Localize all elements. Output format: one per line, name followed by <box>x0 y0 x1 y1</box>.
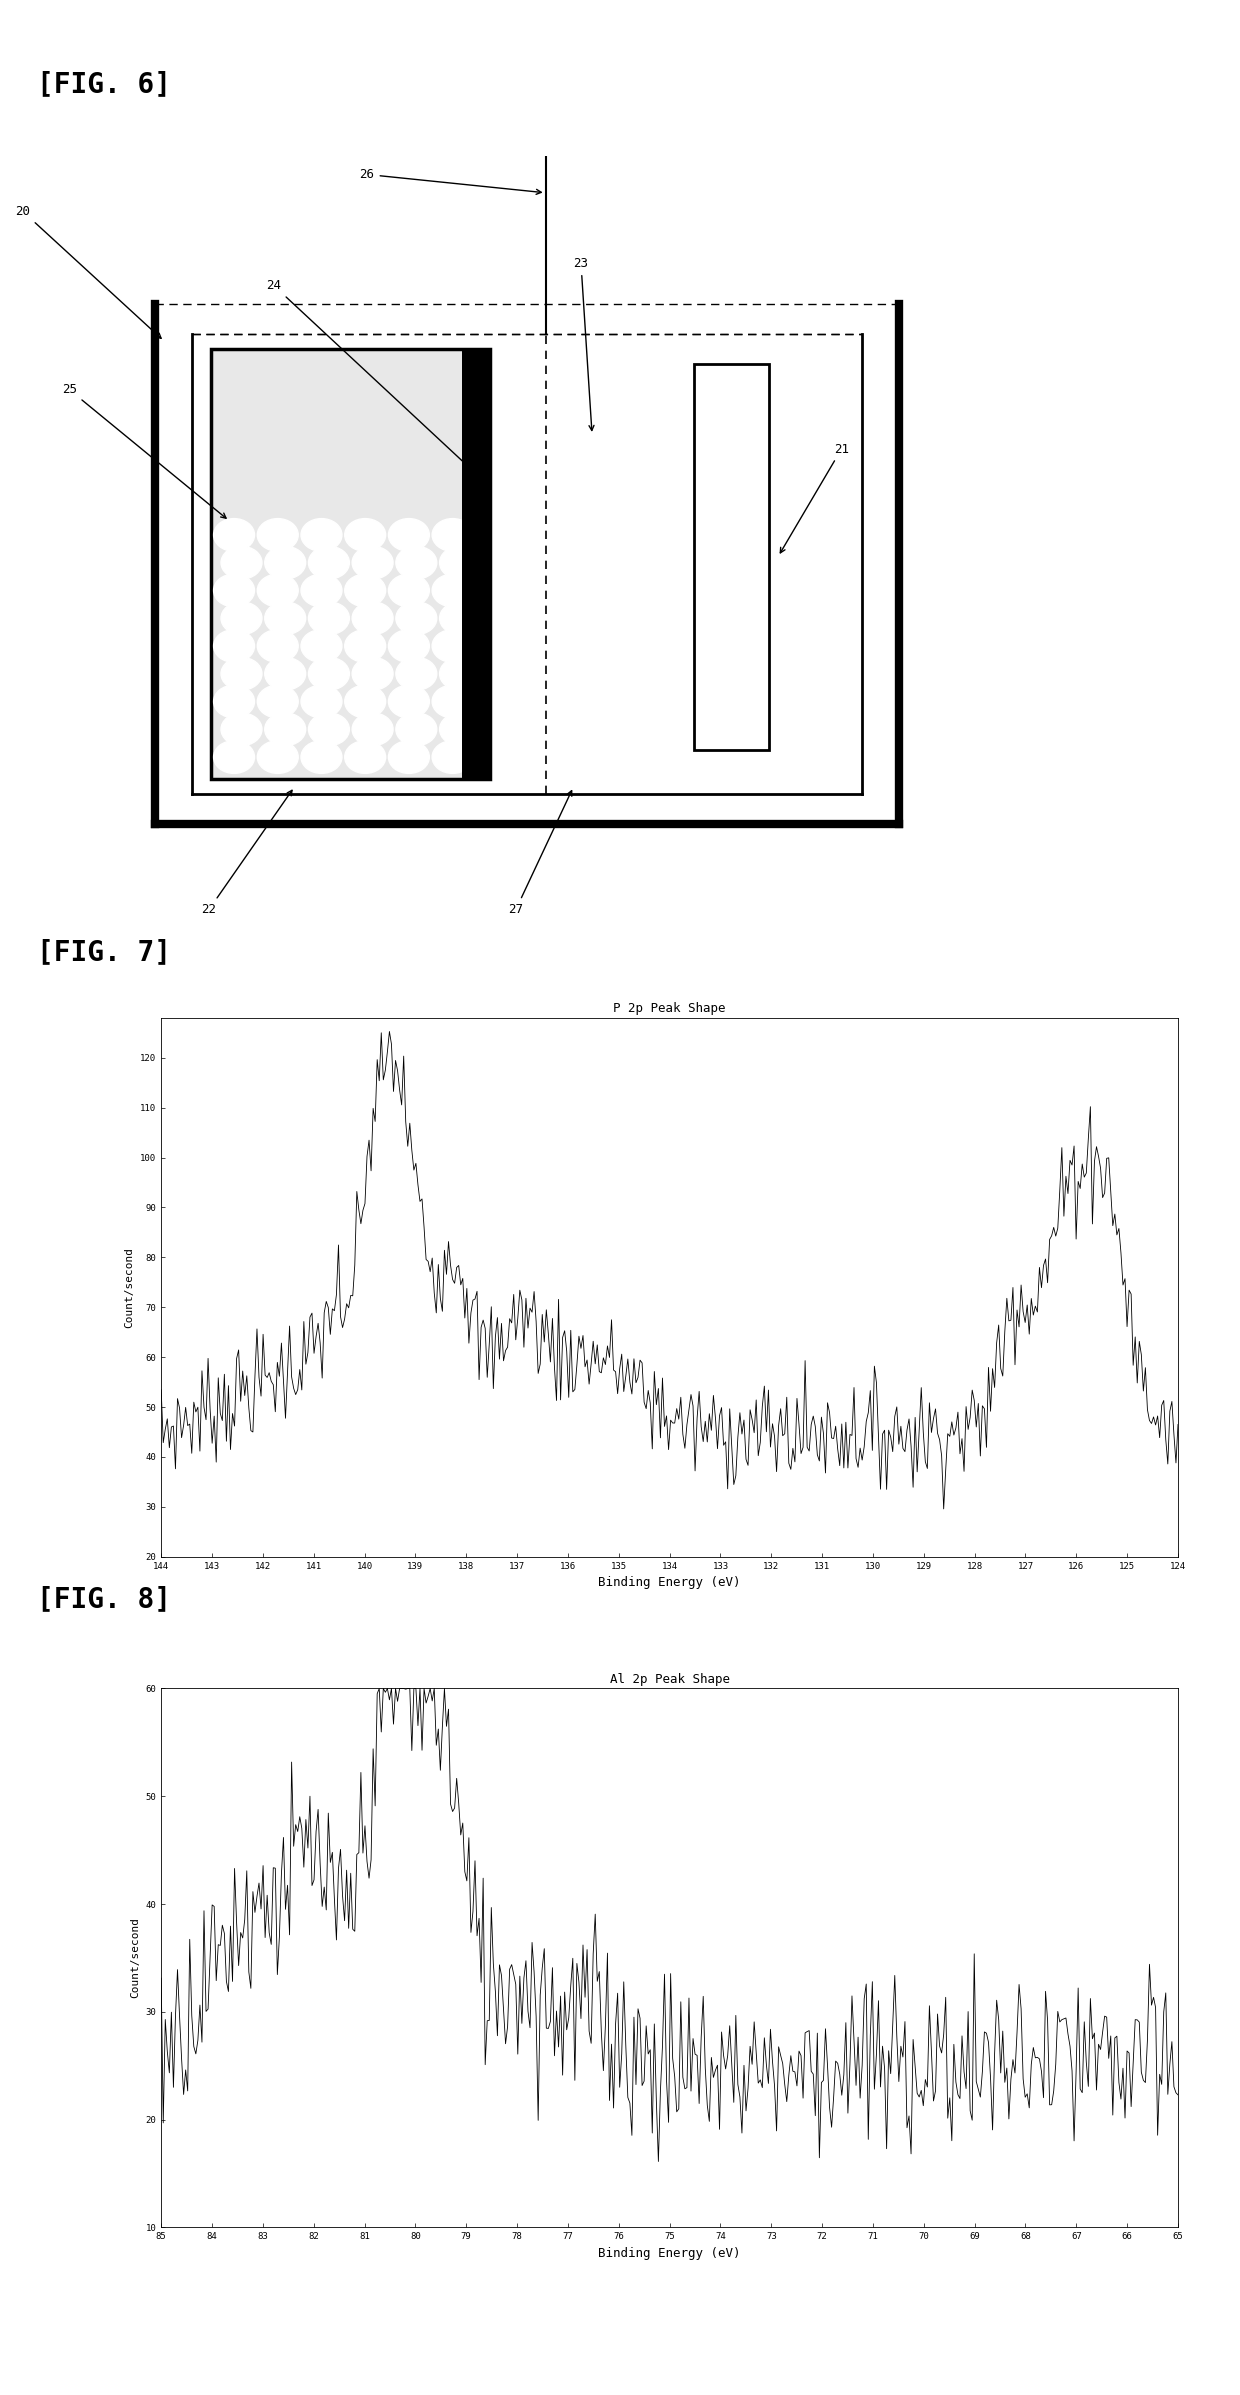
Circle shape <box>213 685 254 718</box>
Circle shape <box>440 601 481 635</box>
Circle shape <box>301 685 342 718</box>
Circle shape <box>345 685 386 718</box>
Circle shape <box>309 656 350 690</box>
Circle shape <box>221 546 262 580</box>
Circle shape <box>213 575 254 606</box>
Circle shape <box>396 546 436 580</box>
Circle shape <box>440 656 481 690</box>
Circle shape <box>388 630 429 663</box>
Circle shape <box>309 714 350 745</box>
Bar <box>463 350 490 778</box>
Text: [FIG. 8]: [FIG. 8] <box>37 1585 171 1612</box>
Y-axis label: Count/second: Count/second <box>130 1918 140 1997</box>
Title: P 2p Peak Shape: P 2p Peak Shape <box>614 1004 725 1015</box>
X-axis label: Binding Energy (eV): Binding Energy (eV) <box>599 2247 740 2261</box>
Circle shape <box>213 740 254 774</box>
X-axis label: Binding Energy (eV): Binding Energy (eV) <box>599 1576 740 1590</box>
Text: [FIG. 7]: [FIG. 7] <box>37 939 171 965</box>
Circle shape <box>345 520 386 551</box>
Circle shape <box>352 714 393 745</box>
Circle shape <box>433 575 474 606</box>
Circle shape <box>352 656 393 690</box>
Circle shape <box>388 575 429 606</box>
Circle shape <box>433 630 474 663</box>
Circle shape <box>258 575 298 606</box>
Circle shape <box>345 740 386 774</box>
Circle shape <box>213 630 254 663</box>
Bar <box>694 364 769 750</box>
Circle shape <box>345 575 386 606</box>
Circle shape <box>396 714 436 745</box>
Text: 27: 27 <box>508 790 572 915</box>
Circle shape <box>265 714 306 745</box>
Circle shape <box>309 601 350 635</box>
Circle shape <box>258 685 298 718</box>
Circle shape <box>301 575 342 606</box>
Circle shape <box>345 630 386 663</box>
Circle shape <box>258 520 298 551</box>
Circle shape <box>388 520 429 551</box>
Text: 26: 26 <box>360 168 542 194</box>
Circle shape <box>396 656 436 690</box>
Circle shape <box>388 740 429 774</box>
Circle shape <box>221 601 262 635</box>
Text: 24: 24 <box>267 280 477 474</box>
Circle shape <box>213 520 254 551</box>
Bar <box>192 333 862 795</box>
Circle shape <box>433 740 474 774</box>
Y-axis label: Count/second: Count/second <box>125 1248 135 1327</box>
Circle shape <box>258 740 298 774</box>
Circle shape <box>309 546 350 580</box>
Text: 20: 20 <box>15 206 161 338</box>
Circle shape <box>265 546 306 580</box>
Circle shape <box>352 546 393 580</box>
Circle shape <box>221 714 262 745</box>
Circle shape <box>440 546 481 580</box>
Title: Al 2p Peak Shape: Al 2p Peak Shape <box>610 1674 729 1686</box>
Circle shape <box>301 740 342 774</box>
Circle shape <box>396 601 436 635</box>
Text: 25: 25 <box>62 383 226 517</box>
Circle shape <box>440 714 481 745</box>
Text: 21: 21 <box>780 443 849 553</box>
Bar <box>211 350 490 778</box>
Circle shape <box>301 520 342 551</box>
Circle shape <box>301 630 342 663</box>
Circle shape <box>221 656 262 690</box>
Text: 23: 23 <box>573 256 594 431</box>
Circle shape <box>433 685 474 718</box>
Circle shape <box>265 601 306 635</box>
Text: [FIG. 6]: [FIG. 6] <box>37 69 171 98</box>
Circle shape <box>433 520 474 551</box>
Circle shape <box>258 630 298 663</box>
Circle shape <box>352 601 393 635</box>
Text: 22: 22 <box>201 790 293 915</box>
Circle shape <box>388 685 429 718</box>
Circle shape <box>265 656 306 690</box>
